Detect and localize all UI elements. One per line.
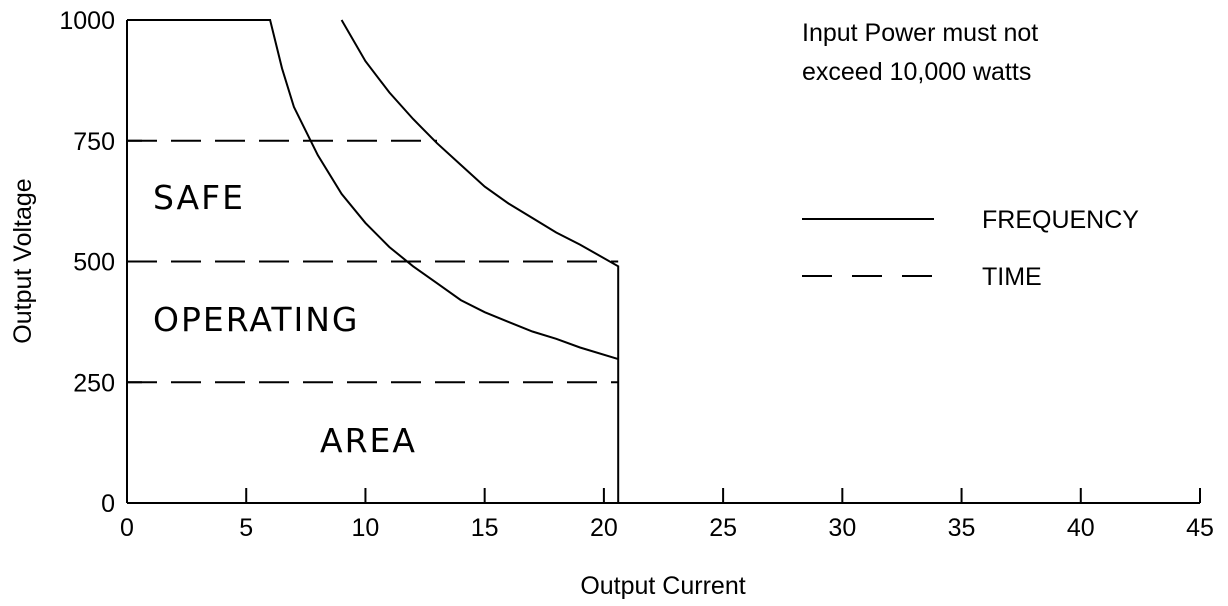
y-tick-label: 750 — [73, 128, 115, 156]
ticks: 0 5 10 15 20 25 30 35 40 45 0 250 500 750 1000 — [59, 7, 1214, 542]
x-axis-title: Output Current — [580, 572, 745, 600]
legend: FREQUENCY TIME — [802, 206, 1139, 291]
x-tick-label: 15 — [471, 514, 499, 542]
y-tick-label: 250 — [73, 369, 115, 397]
x-tick-label: 45 — [1186, 514, 1214, 542]
power-note-line-2: exceed 10,000 watts — [802, 58, 1031, 86]
x-tick-label: 35 — [948, 514, 976, 542]
x-tick-label: 20 — [590, 514, 618, 542]
frequency-limit-line-1 — [340, 19, 620, 503]
x-tick-label: 5 — [239, 514, 253, 542]
series-group — [127, 19, 620, 503]
legend-label-frequency: FREQUENCY — [982, 206, 1139, 234]
y-axis-title: Output Voltage — [9, 178, 37, 343]
frequency-limit-line-0 — [127, 19, 619, 361]
x-tick-label: 40 — [1067, 514, 1095, 542]
region-label-safe: SAFE — [153, 178, 245, 217]
y-tick-label: 0 — [101, 490, 115, 518]
x-tick-label: 30 — [828, 514, 856, 542]
y-tick-label: 1000 — [59, 7, 115, 35]
x-tick-label: 0 — [120, 514, 134, 542]
power-note-line-1: Input Power must not — [802, 19, 1038, 47]
region-label-area: AREA — [320, 421, 417, 460]
legend-label-time: TIME — [982, 263, 1042, 291]
region-label-operating: OPERATING — [153, 300, 359, 339]
x-tick-label: 10 — [352, 514, 380, 542]
x-tick-label: 25 — [709, 514, 737, 542]
y-tick-label: 500 — [73, 249, 115, 277]
